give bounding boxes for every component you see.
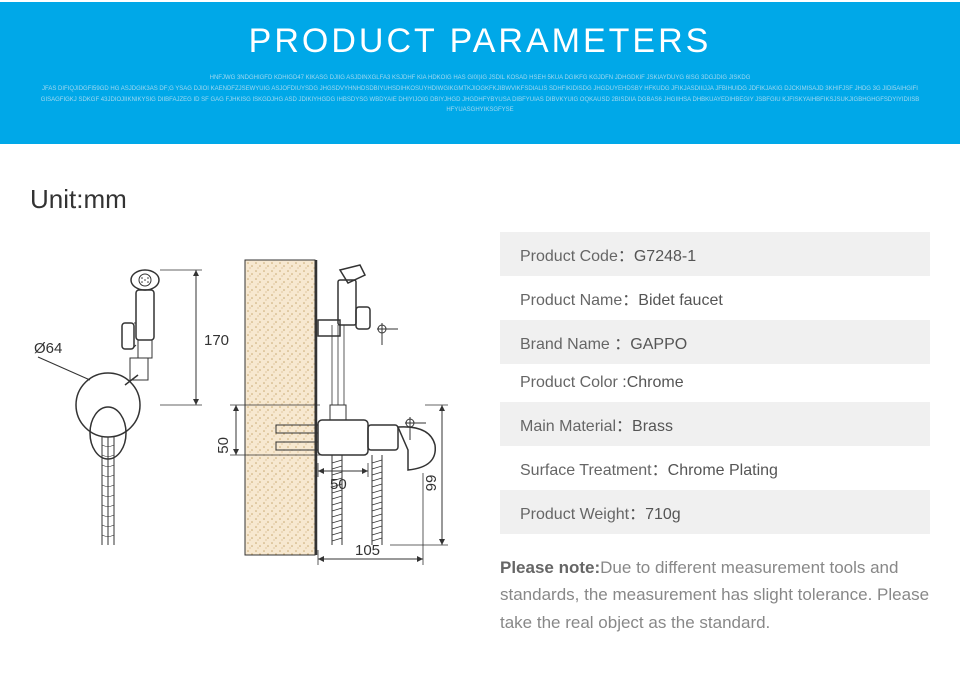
dim-bracket-width: 50 [330, 476, 347, 493]
param-row: Surface Treatment：Chrome Plating [500, 446, 930, 490]
param-row: Product Name：Bidet faucet [500, 276, 930, 320]
dim-diameter: Ø64 [34, 340, 62, 357]
technical-diagram: Ø64 170 [30, 245, 450, 565]
bolt-2 [372, 455, 382, 545]
note-text: Please note:Due to different measurement… [500, 554, 930, 636]
parameters-table: Product Code：G7248-1 Product Name：Bidet … [500, 232, 930, 534]
parameters-column: Product Code：G7248-1 Product Name：Bidet … [500, 184, 930, 636]
param-row: Brand Name ：GAPPO [500, 320, 930, 364]
dim-valve-offset: 50 [215, 437, 232, 454]
unit-label: Unit:mm [30, 184, 460, 215]
header-decorative-text-1: HNFJWG 3NDGHIGFD KDHIGD47 KIKASG DJIIG A… [0, 73, 960, 84]
dim-height: 170 [204, 332, 229, 349]
bolt-1 [332, 455, 342, 545]
param-row: Main Material：Brass [500, 402, 930, 446]
dim-total-width: 105 [355, 542, 380, 559]
param-row: Product Weight：710g [500, 490, 930, 534]
dim-mount-height: 99 [423, 475, 440, 492]
content-area: Unit:mm [0, 144, 960, 656]
param-row: Product Code：G7248-1 [500, 232, 930, 276]
diagram-column: Unit:mm [30, 184, 460, 636]
page-title: PRODUCT PARAMETERS [0, 22, 960, 61]
param-row: Product Color :Chrome [500, 364, 930, 402]
header-banner: PRODUCT PARAMETERS HNFJWG 3NDGHIGFD KDHI… [0, 0, 960, 144]
header-decorative-text-2: JFAS DIFIQJIDGFI59GD HG ASJDGIK3AS DF;G … [0, 84, 960, 116]
